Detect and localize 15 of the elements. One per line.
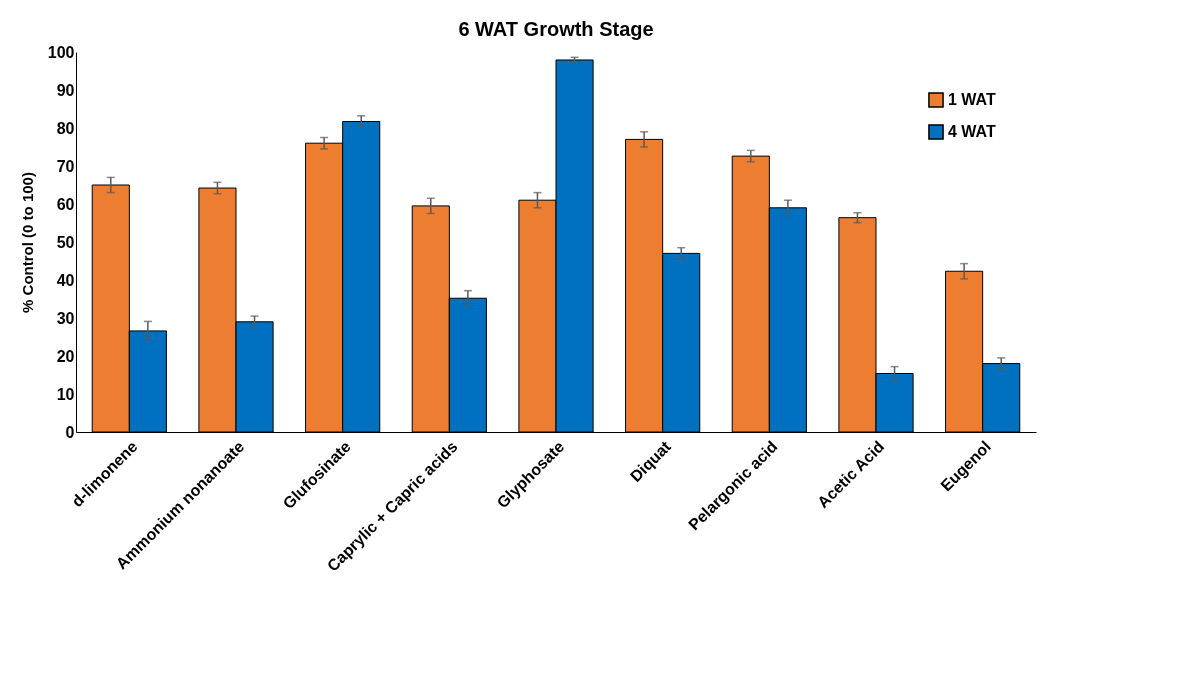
y-axis-title: % Control (0 to 100) xyxy=(18,172,36,313)
legend-label: 1 WAT xyxy=(948,91,996,108)
y-tick-label: 40 xyxy=(56,271,75,289)
y-tick-label: 0 xyxy=(65,423,75,441)
y-tick-label: 10 xyxy=(56,385,75,403)
y-tick-label: 70 xyxy=(56,157,75,175)
y-tick-label: 90 xyxy=(56,81,75,99)
legend-label: 4 WAT xyxy=(948,123,996,140)
y-tick-label: 50 xyxy=(56,233,75,251)
y-tick-label: 20 xyxy=(56,347,75,365)
chart-title: 6 WAT Growth Stage xyxy=(458,18,654,40)
y-tick-label: 30 xyxy=(56,309,75,327)
y-tick-label: 60 xyxy=(56,195,75,213)
y-tick-label: 80 xyxy=(56,119,75,137)
y-tick-label: 100 xyxy=(47,43,75,61)
